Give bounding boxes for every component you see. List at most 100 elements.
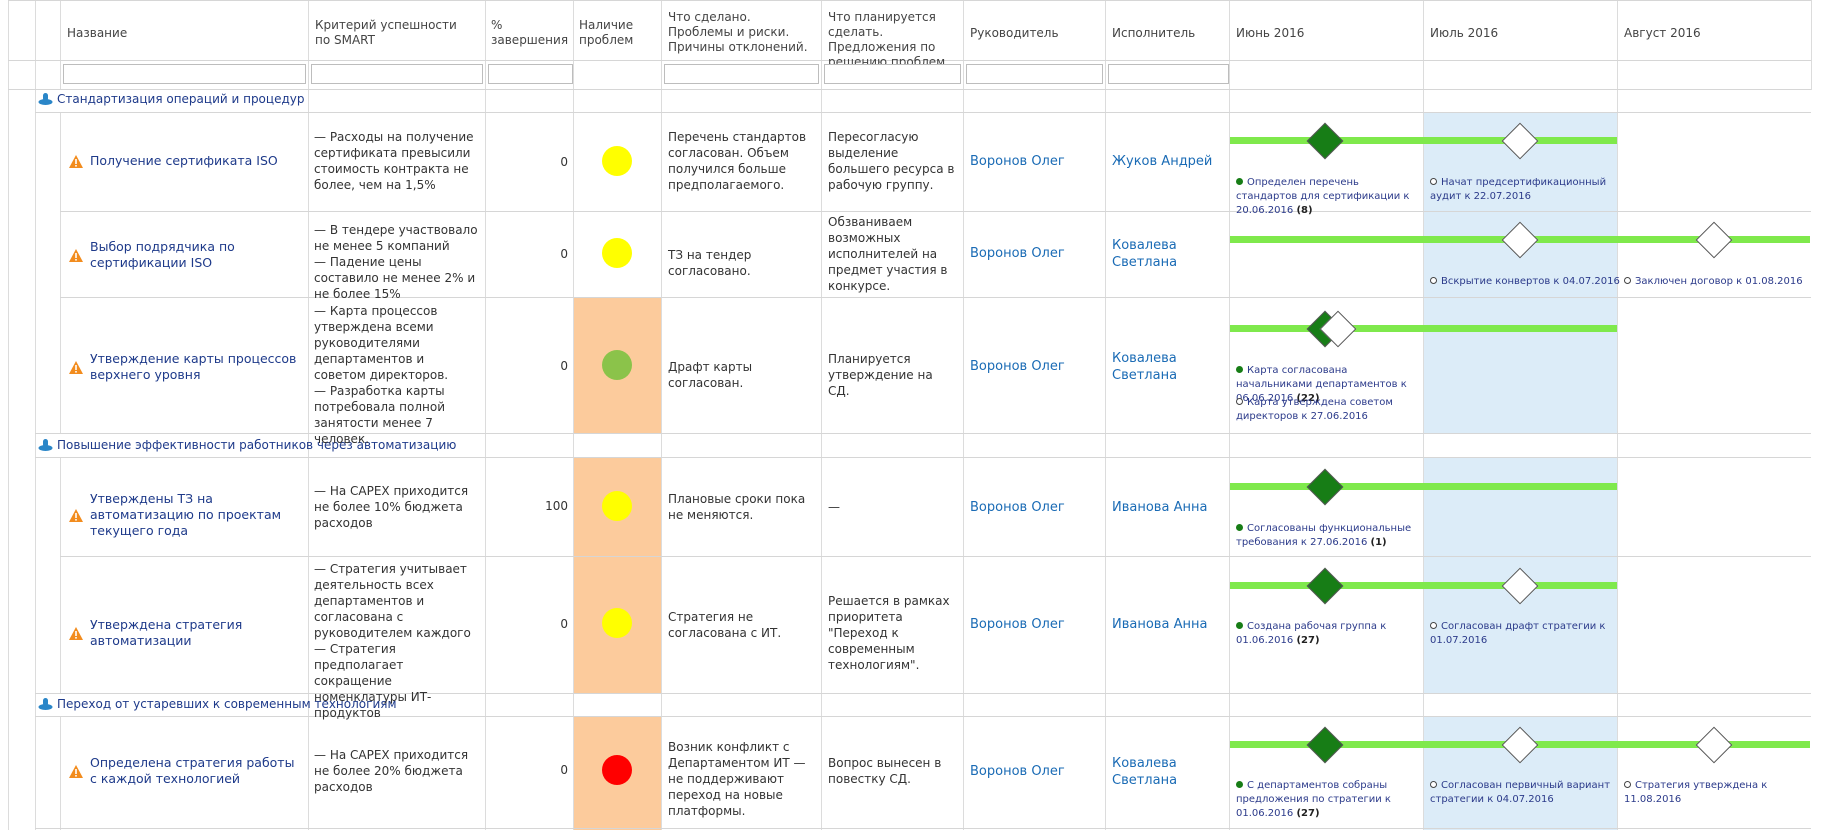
group-title: Переход от устаревших к современным техн… [57,697,397,711]
smart-criteria: — На CAPEX приходится не более 20% бюдже… [314,748,469,794]
completion-percent: 0 [560,247,568,261]
timeline-bar [1230,582,1617,589]
timeline-bar [1230,483,1617,490]
milestone-open-icon[interactable] [1695,726,1733,764]
manager-link[interactable]: Воронов Олег [970,764,1065,779]
group-row[interactable]: Переход от устаревших к современным техн… [38,697,397,711]
july-shade [1424,112,1617,433]
milestone-label[interactable]: Карта согласована начальниками департаме… [1236,364,1422,406]
milestone-label[interactable]: Согласован первичный вариант стратегии к… [1430,779,1616,807]
completion-percent: 100 [545,499,568,513]
timeline-bar [1230,325,1617,332]
milestone-label[interactable]: С департаментов собраны предложения по с… [1236,779,1422,821]
col-header-issues[interactable]: Наличие проблем [579,18,634,47]
col-header-august[interactable]: Август 2016 [1624,26,1701,40]
col-header-smart[interactable]: Критерий успешности по SMART [315,18,457,47]
executor-link[interactable]: Жуков Андрей [1112,154,1213,169]
warning-icon [69,248,83,262]
milestone-label[interactable]: Согласованы функциональные требования к … [1236,522,1422,550]
group-row[interactable]: Стандартизация операций и процедур [38,92,304,106]
completion-percent: 0 [560,617,568,631]
filter-manager-input[interactable] [966,64,1103,84]
task-name[interactable]: Утверждена стратегия автоматизации [68,617,303,649]
filter-pct-input[interactable] [488,64,573,84]
milestone-done-icon[interactable] [1306,726,1344,764]
milestone-text: Согласован первичный вариант стратегии к… [1430,780,1611,805]
plan-text: Пересогласую выделение большего ресурса … [828,130,955,192]
milestone-open-dot-icon [1430,781,1437,788]
col-header-june[interactable]: Июнь 2016 [1236,26,1305,40]
milestone-open-icon[interactable] [1695,221,1733,259]
milestone-text: Вскрытие конвертов к 04.07.2016 [1441,276,1620,287]
manager-link[interactable]: Воронов Олег [970,359,1065,374]
smart-criteria: — Стратегия учитывает деятельность всех … [314,562,471,720]
task-name-label: Утверждены ТЗ на автоматизацию по проект… [90,491,282,538]
smart-criteria: — На CAPEX приходится не более 10% бюдже… [314,484,469,530]
task-name[interactable]: Определена стратегия работы с каждой тех… [68,755,303,787]
task-name[interactable]: Утверждены ТЗ на автоматизацию по проект… [68,491,303,539]
done-text: Перечень стандартов согласован. Объем по… [668,130,807,192]
executor-link[interactable]: Ковалева Светлана [1112,238,1178,270]
col-header-name[interactable]: Название [67,26,128,40]
milestone-done-icon[interactable] [1306,122,1344,160]
filter-name-input[interactable] [63,64,306,84]
executor-link[interactable]: Иванова Анна [1112,617,1208,632]
col-header-executor[interactable]: Исполнитель [1112,26,1196,40]
executor-link[interactable]: Ковалева Светлана [1112,756,1178,788]
milestone-text: Согласован драфт стратегии к 01.07.2016 [1430,621,1606,646]
executor-link[interactable]: Ковалева Светлана [1112,351,1178,383]
completion-percent: 0 [560,763,568,777]
manager-link[interactable]: Воронов Олег [970,500,1065,515]
milestone-open-dot-icon [1430,622,1437,629]
filter-smart-input[interactable] [311,64,483,84]
timeline-bar [1230,137,1617,144]
task-name[interactable]: Получение сертификата ISO [68,153,303,169]
manager-link[interactable]: Воронов Олег [970,246,1065,261]
milestone-label[interactable]: Определен перечень стандартов для сертиф… [1236,176,1422,218]
milestone-text: Определен перечень стандартов для сертиф… [1236,177,1410,216]
done-text: Драфт карты согласован. [668,360,753,390]
col-header-pct[interactable]: % завершения [491,18,569,47]
status-indicator [602,491,632,521]
group-title: Стандартизация операций и процедур [57,92,305,106]
status-indicator [602,608,632,638]
milestone-text: Карта утверждена советом директоров к 27… [1236,397,1393,422]
col-header-manager[interactable]: Руководитель [970,26,1059,40]
filter-plan-input[interactable] [824,64,961,84]
task-name-label: Выбор подрядчика по сертификации ISO [90,239,235,270]
milestone-done-dot-icon [1236,524,1243,531]
manager-link[interactable]: Воронов Олег [970,617,1065,632]
manager-link[interactable]: Воронов Олег [970,154,1065,169]
warning-icon [69,764,83,778]
executor-link[interactable]: Иванова Анна [1112,500,1208,515]
plan-text: — [828,500,840,514]
col-header-plan[interactable]: Что планируется сделать. Предложения по … [828,10,950,69]
milestone-done-dot-icon [1236,781,1243,788]
milestone-label[interactable]: Создана рабочая группа к 01.06.2016 (27) [1236,620,1422,648]
task-name[interactable]: Выбор подрядчика по сертификации ISO [68,239,303,271]
milestone-label[interactable]: Стратегия утверждена к 11.08.2016 [1624,779,1814,807]
group-row[interactable]: Повышение эффективности работников через… [38,438,456,452]
plan-text: Планируется утверждение на СД. [828,352,933,398]
done-text: Плановые сроки пока не меняются. [668,492,806,522]
milestone-label[interactable]: Карта утверждена советом директоров к 27… [1236,396,1422,424]
milestone-done-icon[interactable] [1306,567,1344,605]
task-name[interactable]: Утверждение карты процессов верхнего уро… [68,351,303,383]
group-icon [38,93,53,105]
milestone-label[interactable]: Начат предсертификационный аудит к 22.07… [1430,176,1616,204]
group-title: Повышение эффективности работников через… [57,438,457,452]
smart-criteria: — В тендере участвовало не менее 5 компа… [314,223,478,301]
milestone-label[interactable]: Вскрытие конвертов к 04.07.2016 [1430,275,1620,289]
done-text: Возник конфликт с Департаментом ИТ — не … [668,740,806,818]
completion-percent: 0 [560,155,568,169]
milestone-label[interactable]: Заключен договор к 01.08.2016 [1624,275,1814,289]
filter-executor-input[interactable] [1108,64,1229,84]
task-name-label: Утверждена стратегия автоматизации [90,617,243,648]
col-header-done[interactable]: Что сделано. Проблемы и риски. Причины о… [668,10,808,54]
milestone-label[interactable]: Согласован драфт стратегии к 01.07.2016 [1430,620,1616,648]
group-icon [38,439,53,451]
filter-done-input[interactable] [664,64,819,84]
col-header-july[interactable]: Июль 2016 [1430,26,1499,40]
milestone-count: (1) [1370,537,1387,548]
milestone-done-icon[interactable] [1306,468,1344,506]
